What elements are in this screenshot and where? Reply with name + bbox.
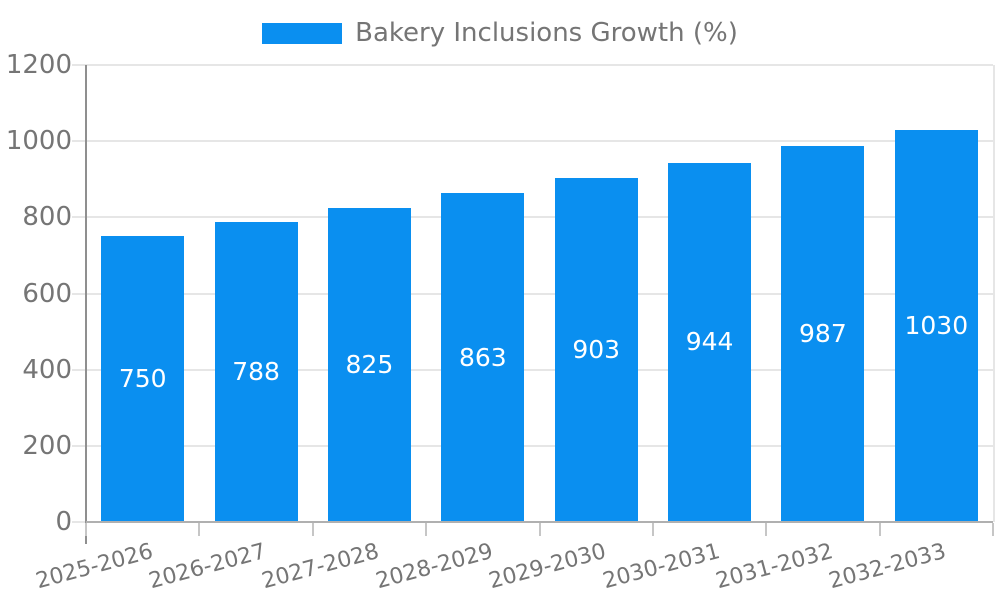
y-axis-tick-label: 1200	[5, 50, 72, 80]
x-tick-mark	[198, 523, 201, 536]
x-axis-tick-label: 2032-2033	[826, 538, 950, 595]
bar-value-label: 750	[118, 364, 167, 394]
bar	[668, 162, 752, 522]
y-tick-mark	[72, 292, 86, 295]
bar-value-label: 903	[572, 335, 621, 365]
gridline	[86, 368, 993, 371]
gridline	[86, 140, 993, 143]
y-tick-mark	[72, 444, 86, 447]
x-axis-tick-label: 2030-2031	[600, 538, 723, 595]
gridline	[86, 216, 993, 219]
y-axis-tick-label: 800	[22, 202, 72, 233]
x-tick-mark	[878, 523, 881, 536]
legend-swatch	[262, 22, 343, 44]
legend: Bakery Inclusions Growth (%)	[0, 13, 1000, 53]
y-axis-tick-label: 400	[22, 354, 72, 385]
x-tick-mark	[85, 523, 87, 536]
bar-value-label: 987	[799, 319, 847, 349]
y-axis-tick-label: 1000	[5, 126, 72, 157]
bar-value-label: 944	[685, 327, 734, 357]
legend-label: Bakery Inclusions Growth (%)	[355, 18, 738, 48]
gridline	[86, 292, 993, 295]
x-axis-tick-label: 2028-2029	[373, 538, 496, 595]
y-tick-mark	[72, 216, 86, 219]
bar	[781, 146, 865, 522]
bar-value-label: 788	[232, 357, 280, 386]
y-tick-mark	[72, 368, 86, 371]
gridline	[86, 64, 993, 66]
gridline	[86, 444, 993, 447]
x-tick-mark	[425, 523, 428, 536]
x-tick-mark	[311, 523, 314, 536]
x-axis-tick-label: 2025-2026	[33, 538, 156, 595]
x-tick-mark	[651, 523, 654, 536]
x-axis-line	[86, 521, 993, 523]
bar	[554, 178, 638, 522]
y-axis-tick-label: 0	[55, 507, 72, 537]
bar-value-label: 863	[458, 342, 507, 372]
plot-right-border	[993, 65, 995, 522]
x-tick-mark	[765, 523, 768, 536]
x-tick-mark	[992, 523, 994, 536]
x-tick-mark	[538, 523, 541, 536]
bar	[894, 129, 978, 522]
x-axis-tick-label: 2027-2028	[259, 538, 383, 595]
y-tick-mark	[72, 64, 86, 66]
y-axis-line	[85, 65, 87, 544]
bar	[327, 207, 411, 522]
bar	[441, 193, 525, 522]
x-axis-tick-label: 2029-2030	[486, 538, 609, 595]
bar-value-label: 1030	[904, 310, 969, 340]
y-axis-tick-label: 600	[22, 278, 72, 309]
x-axis-tick-label: 2031-2032	[713, 538, 836, 595]
y-axis-tick-label: 200	[22, 430, 72, 461]
y-tick-mark	[72, 140, 86, 143]
bar	[214, 221, 298, 522]
x-axis-tick-label: 2026-2027	[146, 538, 269, 595]
y-tick-mark	[72, 521, 86, 523]
bar-value-label: 825	[345, 349, 394, 379]
bar	[101, 236, 185, 522]
